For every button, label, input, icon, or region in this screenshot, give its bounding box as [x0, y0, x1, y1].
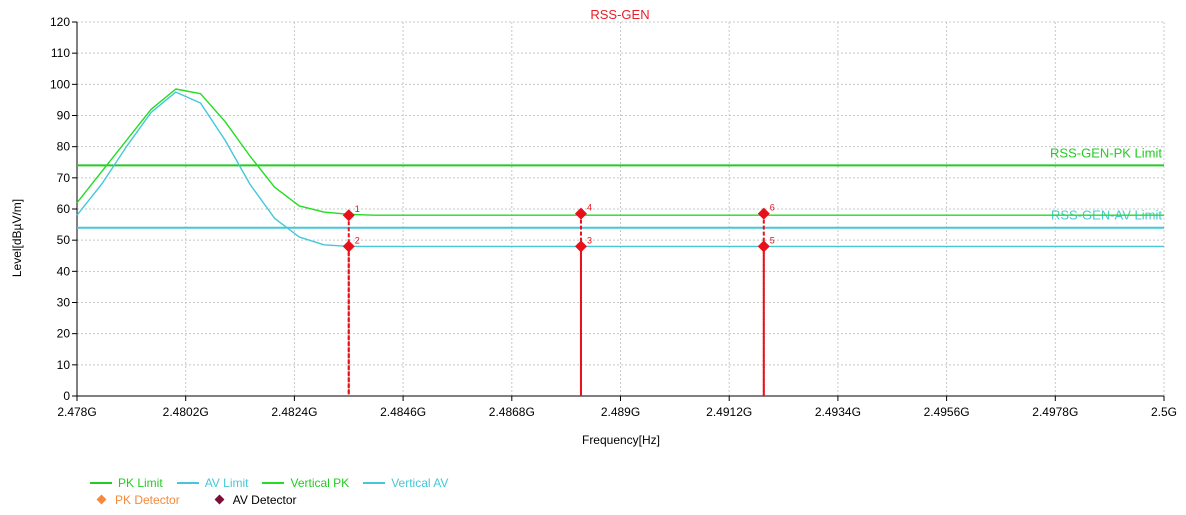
y-tick-label: 110 [51, 46, 70, 60]
x-tick-label: 2.4846G [380, 405, 426, 419]
legend-item-pk-detector: PK Detector [90, 493, 180, 507]
legend-item-av-detector: AV Detector [208, 493, 297, 507]
y-tick-label: 70 [57, 171, 71, 185]
legend-row-lines: PK Limit AV Limit Vertical PK Vertical A… [90, 474, 462, 491]
legend-label-av-detector: AV Detector [232, 492, 297, 507]
x-tick-label: 2.5G [1151, 405, 1177, 419]
legend-label-vertical-av: Vertical AV [391, 475, 449, 490]
x-tick-label: 2.478G [57, 405, 96, 419]
y-tick-label: 100 [50, 77, 70, 91]
x-tick-label: 2.4978G [1032, 405, 1078, 419]
legend-label-vertical-pk: Vertical PK [290, 475, 350, 490]
legend-label-pk-limit: PK Limit [118, 475, 163, 490]
marker-label: 5 [770, 235, 775, 245]
y-tick-label: 30 [57, 296, 71, 310]
y-axis-title: Level[dBµV/m] [10, 199, 24, 277]
y-tick-label: 10 [57, 358, 71, 372]
x-tick-label: 2.4802G [163, 405, 209, 419]
markers: 1 2 3 4 5 6 [342, 203, 775, 396]
x-axis-title: Frequency[Hz] [582, 433, 660, 447]
av-limit-swatch [176, 481, 199, 484]
pk-limit-swatch [90, 481, 112, 484]
x-tick-label: 2.4934G [815, 405, 861, 419]
grid [77, 21, 1165, 396]
y-tick-label: 0 [63, 389, 70, 403]
y-tick-label: 60 [57, 202, 71, 216]
marker-diamond [757, 207, 770, 220]
legend-item-pk-limit: PK Limit [90, 476, 163, 490]
x-tick-label: 2.489G [601, 405, 640, 419]
x-tick-label: 2.4912G [706, 405, 752, 419]
marker-diamond [342, 240, 355, 253]
y-tick-label: 80 [57, 140, 71, 154]
tick-labels: 0 10 20 30 40 50 60 70 80 90 100 110 120 2.478G 2.4802… [50, 15, 1177, 419]
series-line-vertical-pk [76, 88, 1164, 216]
axes [72, 21, 1165, 401]
y-tick-label: 120 [50, 15, 70, 29]
vertical-pk-swatch [262, 481, 285, 484]
legend-label-av-limit: AV Limit [204, 475, 249, 490]
legend-label-pk-detector: PK Detector [115, 492, 180, 507]
marker-label: 6 [770, 203, 775, 213]
marker-diamond [574, 207, 587, 220]
legend: PK Limit AV Limit Vertical PK Vertical A… [90, 474, 462, 508]
limit-label-pk: RSS-GEN-PK Limit [1050, 145, 1162, 160]
y-tick-label: 40 [57, 264, 71, 278]
legend-item-vertical-av: Vertical AV [363, 476, 448, 490]
series [76, 88, 1164, 248]
marker-diamond [342, 209, 355, 222]
x-tick-label: 2.4956G [924, 405, 970, 419]
vertical-av-swatch [363, 481, 386, 484]
y-tick-label: 20 [57, 327, 71, 341]
x-tick-label: 2.4868G [489, 405, 535, 419]
x-tick-label: 2.4824G [271, 405, 317, 419]
y-tick-label: 50 [57, 233, 71, 247]
chart-title: RSS-GEN [590, 7, 649, 22]
y-tick-label: 90 [57, 109, 71, 123]
marker-label: 4 [587, 203, 592, 213]
legend-item-vertical-pk: Vertical PK [262, 476, 349, 490]
legend-item-av-limit: AV Limit [176, 475, 249, 490]
av-detector-diamond-icon [214, 494, 225, 505]
marker-label: 1 [355, 204, 360, 214]
legend-row-detectors: PK Detector AV Detector [90, 491, 462, 508]
marker-label: 3 [587, 235, 592, 245]
marker-label: 2 [355, 235, 360, 245]
pk-detector-diamond-icon [96, 494, 107, 505]
series-line-vertical-av [76, 91, 1164, 248]
